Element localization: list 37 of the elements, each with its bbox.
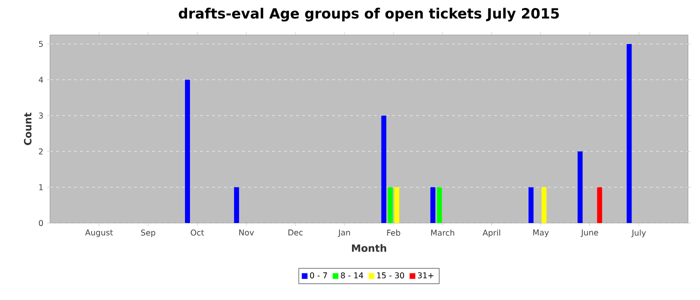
bar xyxy=(626,44,632,223)
x-tick-label: June xyxy=(580,230,598,237)
bar xyxy=(234,187,240,223)
x-tick-label: Oct xyxy=(190,230,204,236)
y-tick-label: 2 xyxy=(38,148,43,154)
x-tick-label: July xyxy=(631,230,646,238)
y-tick-label: 5 xyxy=(38,40,43,47)
y-tick-label: 3 xyxy=(38,112,43,119)
bar xyxy=(436,187,442,223)
x-tick-label: Nov xyxy=(239,230,254,236)
bar xyxy=(184,80,190,223)
x-tick-label: April xyxy=(482,230,500,238)
x-tick-label: Jan xyxy=(338,230,350,237)
legend-label: 31+ xyxy=(418,272,434,278)
legend-label: 8 - 14 xyxy=(340,272,364,278)
x-tick-label: Dec xyxy=(288,230,303,236)
bar xyxy=(597,187,602,223)
legend-label: 15 - 30 xyxy=(377,272,404,278)
x-axis-title: Month xyxy=(352,244,386,252)
x-tick-label: Feb xyxy=(387,230,400,236)
y-tick-label: 1 xyxy=(39,184,43,190)
bar xyxy=(578,151,583,223)
legend-label: 0 - 7 xyxy=(310,272,327,278)
x-tick-label: March xyxy=(431,230,454,236)
bar xyxy=(430,187,436,223)
x-tick-label: May xyxy=(533,230,549,238)
x-tick-label: Sep xyxy=(141,230,156,238)
chart-title: drafts-eval Age groups of open tickets July 2015 xyxy=(178,8,559,22)
y-tick-label: 0 xyxy=(38,220,43,226)
x-tick-label: August xyxy=(85,230,113,238)
bar xyxy=(542,187,547,223)
bar xyxy=(388,187,393,223)
y-tick-label: 4 xyxy=(38,76,44,83)
y-axis-title: Count xyxy=(24,112,32,146)
bar xyxy=(528,187,534,223)
bar xyxy=(381,116,386,223)
bar xyxy=(394,187,400,223)
